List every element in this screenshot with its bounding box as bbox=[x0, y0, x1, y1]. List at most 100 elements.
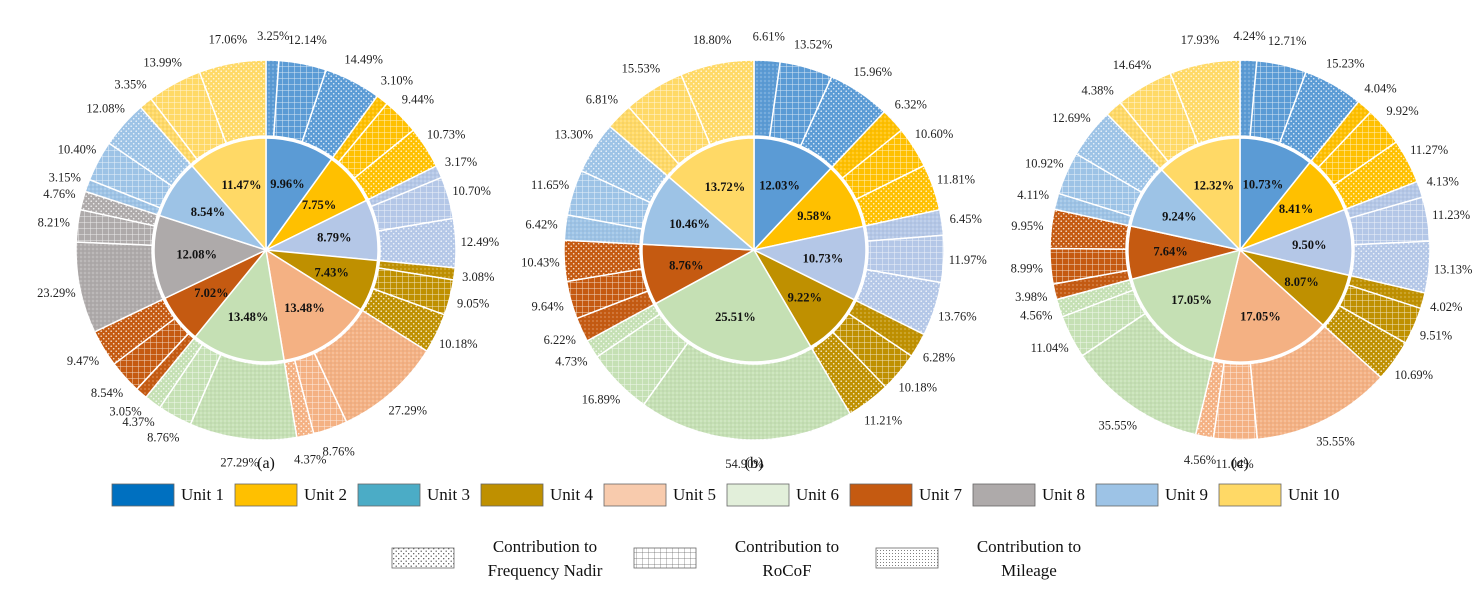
legend-pattern-label-grid-line1: Contribution to bbox=[735, 537, 839, 556]
outer-label-a-unit-5-2: 8.76% bbox=[322, 444, 354, 458]
outer-label-c-unit-10-1: 4.38% bbox=[1081, 83, 1113, 97]
outer-pattern-b-unit-6-3 bbox=[587, 304, 660, 357]
inner-slice-b-unit-1 bbox=[753, 137, 832, 252]
outer-label-a-unit-6-1: 27.29% bbox=[220, 455, 259, 469]
inner-label-b-unit-4: 9.22% bbox=[788, 290, 822, 304]
outer-pattern-a-unit-5-3 bbox=[284, 360, 314, 438]
outer-pattern-b-unit-3-2 bbox=[866, 235, 944, 283]
outer-pattern-a-unit-7-2 bbox=[114, 318, 189, 390]
outer-pattern-c-unit-3-2 bbox=[1349, 197, 1430, 245]
legend-label-unit-3: Unit 3 bbox=[427, 485, 470, 504]
outer-pattern-a-unit-6-2 bbox=[159, 344, 221, 425]
inner-label-c-unit-7: 7.64% bbox=[1153, 245, 1187, 259]
outer-label-a-unit-8-2: 8.21% bbox=[38, 216, 70, 230]
outer-pattern-c-unit-5-3 bbox=[1195, 360, 1225, 439]
legend-pattern-label-dots-line2: Frequency Nadir bbox=[488, 561, 603, 580]
legend-label-unit-4: Unit 4 bbox=[550, 485, 593, 504]
outer-label-b-unit-3-2: 11.97% bbox=[949, 253, 987, 267]
inner-slice-c-unit-5 bbox=[1212, 248, 1325, 363]
outer-pattern-b-unit-9-2 bbox=[567, 170, 651, 229]
outer-pattern-a-unit-9-2 bbox=[89, 143, 172, 208]
legend-pattern-label-fine-dots-line1: Contribution to bbox=[977, 537, 1081, 556]
inner-label-b-unit-3: 10.73% bbox=[803, 252, 844, 266]
inner-label-a-unit-9: 8.54% bbox=[191, 205, 225, 219]
outer-label-c-unit-6-3: 4.56% bbox=[1020, 309, 1052, 323]
outer-pattern-c-unit-7-2 bbox=[1050, 248, 1128, 285]
outer-pattern-c-unit-10-3 bbox=[1170, 60, 1240, 144]
legend-pattern-label-fine-dots-line2: Mileage bbox=[1001, 561, 1057, 580]
outer-pattern-a-unit-8-1 bbox=[76, 242, 164, 332]
outer-label-a-unit-2-3: 10.73% bbox=[427, 127, 466, 141]
legend-swatch-unit-8 bbox=[972, 483, 1036, 507]
outer-label-b-unit-7-2: 9.64% bbox=[531, 300, 563, 314]
legend-pattern-label-grid-line2: RoCoF bbox=[762, 561, 811, 580]
legend-pattern-label-dots-line1: Contribution to bbox=[493, 537, 597, 556]
outer-pattern-a-unit-5-1 bbox=[314, 310, 427, 423]
outer-label-c-unit-2-2: 9.92% bbox=[1386, 104, 1418, 118]
inner-label-b-unit-6: 25.51% bbox=[715, 310, 756, 324]
legend-pattern-swatch-dots bbox=[391, 547, 455, 569]
outer-pattern-b-unit-9-1 bbox=[564, 214, 642, 245]
legend-swatch-unit-4 bbox=[480, 483, 544, 507]
outer-label-c-unit-5-2: 11.04% bbox=[1216, 457, 1254, 471]
outer-label-c-unit-7-2: 8.99% bbox=[1011, 261, 1043, 275]
outer-label-a-unit-8-3: 4.76% bbox=[43, 187, 75, 201]
outer-pattern-a-unit-6-3 bbox=[145, 338, 203, 408]
outer-label-a-unit-2-1: 3.10% bbox=[381, 74, 413, 88]
outer-label-c-unit-4-2: 9.51% bbox=[1420, 329, 1452, 343]
legend-swatch-unit-1 bbox=[111, 483, 175, 507]
outer-label-a-unit-5-3: 4.37% bbox=[294, 452, 326, 466]
outer-label-a-unit-6-2: 8.76% bbox=[147, 431, 179, 445]
legend-swatch-unit-5 bbox=[603, 483, 667, 507]
outer-label-c-unit-3-3: 13.13% bbox=[1434, 262, 1473, 276]
inner-label-a-unit-1: 9.96% bbox=[270, 177, 304, 191]
outer-label-a-unit-7-3: 9.47% bbox=[67, 354, 99, 368]
outer-label-b-unit-6-3: 4.73% bbox=[555, 355, 587, 369]
pie-chart-b: 6.61% 13.52% 15.96% 12.03% 6.32% 10.60% 11.81%… bbox=[521, 30, 987, 471]
inner-slice-b-unit-9 bbox=[641, 176, 757, 251]
outer-label-c-unit-1-1: 4.24% bbox=[1233, 29, 1265, 43]
outer-pattern-c-unit-1-3 bbox=[1279, 71, 1359, 161]
outer-label-c-unit-10-3: 17.93% bbox=[1181, 33, 1220, 47]
panel-label-a: (a) bbox=[257, 455, 275, 472]
outer-pattern-b-unit-9-3 bbox=[581, 126, 668, 203]
outer-label-b-unit-9-1: 6.42% bbox=[525, 218, 557, 232]
outer-label-c-unit-9-3: 12.69% bbox=[1052, 111, 1091, 125]
inner-label-c-unit-5: 17.05% bbox=[1240, 309, 1281, 323]
outer-label-b-unit-4-3: 11.21% bbox=[864, 414, 902, 428]
outer-label-b-unit-6-1: 54.90% bbox=[725, 457, 764, 471]
outer-pattern-c-unit-9-3 bbox=[1076, 114, 1161, 193]
outer-pattern-b-unit-7-1 bbox=[576, 291, 654, 341]
outer-pattern-b-unit-6-2 bbox=[596, 314, 688, 405]
outer-label-c-unit-3-2: 11.23% bbox=[1432, 208, 1470, 222]
inner-label-a-unit-5: 13.48% bbox=[284, 301, 325, 315]
outer-pattern-c-unit-4-1 bbox=[1348, 275, 1426, 309]
outer-label-c-unit-1-3: 15.23% bbox=[1326, 57, 1365, 71]
outer-label-b-unit-9-2: 11.65% bbox=[531, 178, 569, 192]
inner-slice-a-unit-5 bbox=[264, 248, 362, 362]
inner-label-b-unit-7: 8.76% bbox=[669, 258, 703, 272]
outer-label-c-unit-7-1: 3.98% bbox=[1015, 290, 1047, 304]
outer-label-a-unit-9-3: 12.08% bbox=[86, 101, 125, 115]
outer-label-a-unit-10-3: 17.06% bbox=[209, 32, 248, 46]
outer-label-a-unit-3-3: 12.49% bbox=[461, 235, 500, 249]
outer-pattern-c-unit-4-3 bbox=[1324, 305, 1406, 378]
outer-label-a-unit-10-1: 3.35% bbox=[114, 77, 146, 91]
outer-label-a-unit-1-2: 12.14% bbox=[288, 33, 327, 47]
pie-chart-c: 4.24% 12.71% 15.23% 10.73% 4.04% 9.92% 11.27% 8… bbox=[1011, 29, 1473, 471]
legend-pattern-swatch-fine-dots bbox=[875, 547, 939, 569]
outer-label-c-unit-9-1: 4.11% bbox=[1017, 188, 1049, 202]
outer-pattern-a-unit-8-3 bbox=[80, 191, 158, 226]
outer-label-c-unit-5-1: 35.55% bbox=[1316, 434, 1355, 448]
outer-label-b-unit-10-3: 18.80% bbox=[693, 33, 732, 47]
inner-label-a-unit-10: 11.47% bbox=[222, 178, 262, 192]
outer-pattern-c-unit-4-2 bbox=[1339, 285, 1421, 344]
outer-label-b-unit-1-1: 6.61% bbox=[753, 30, 785, 44]
outer-label-c-unit-6-2: 11.04% bbox=[1031, 341, 1069, 355]
outer-label-c-unit-1-2: 12.71% bbox=[1268, 34, 1307, 48]
outer-pattern-b-unit-4-2 bbox=[832, 313, 912, 388]
inner-label-c-unit-9: 9.24% bbox=[1162, 209, 1196, 223]
outer-pattern-c-unit-6-2 bbox=[1062, 290, 1146, 356]
inner-label-c-unit-3: 9.50% bbox=[1292, 238, 1326, 252]
legend-label-unit-2: Unit 2 bbox=[304, 485, 347, 504]
